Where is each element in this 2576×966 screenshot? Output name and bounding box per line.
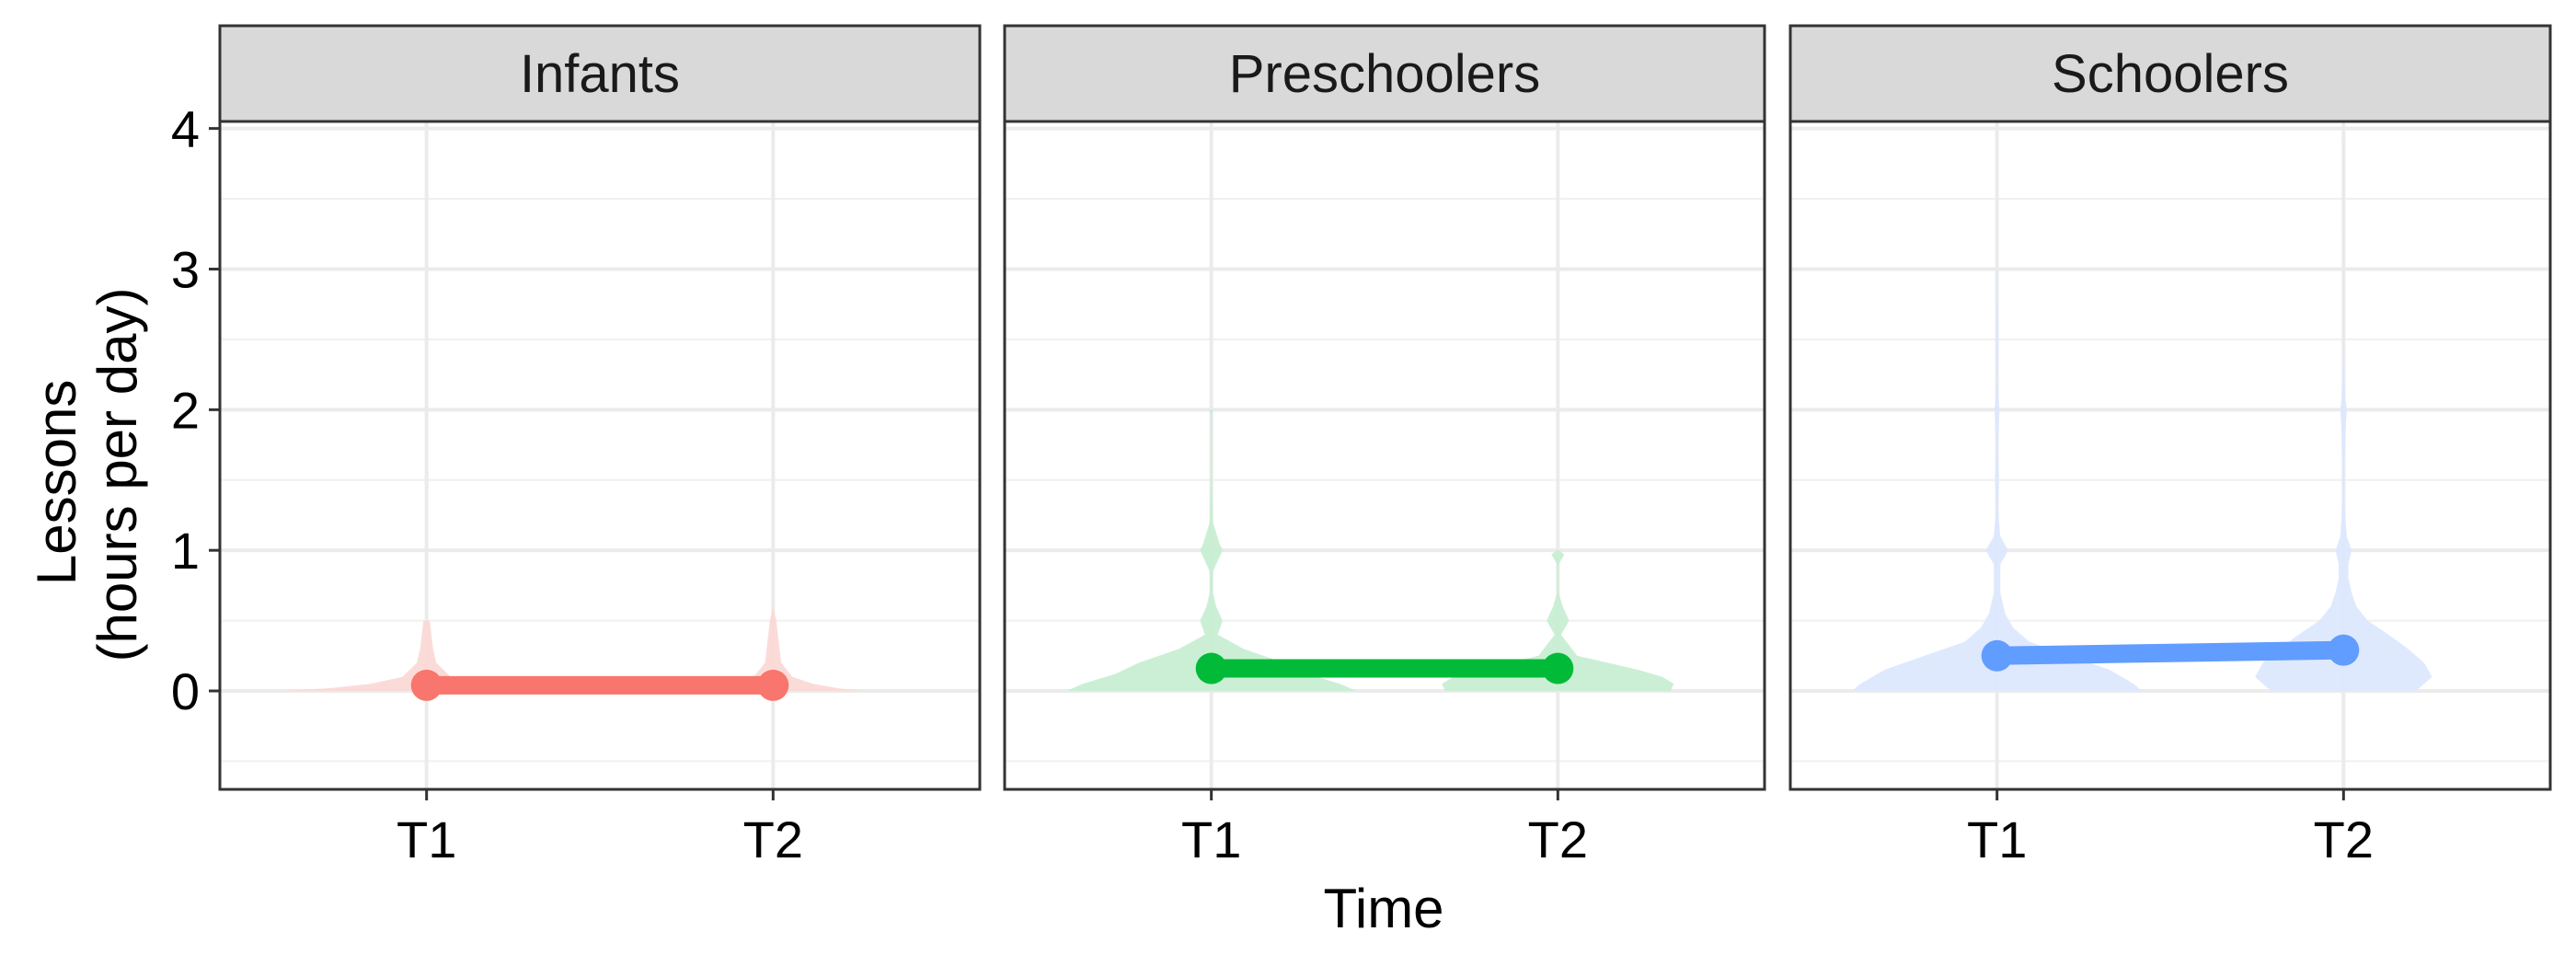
y-axis-title: Lessons (hours per day) xyxy=(26,288,148,662)
mean-point-t1 xyxy=(410,669,443,701)
panel-schoolers: Schoolers T1 T2 xyxy=(1788,24,2552,868)
y-tick-label: 4 xyxy=(171,100,200,158)
y-tick-label: 3 xyxy=(171,240,200,298)
violin-t1 xyxy=(1852,269,2143,691)
x-tick-label: T2 xyxy=(2314,811,2374,868)
y-axis: 0 1 2 3 4 xyxy=(171,100,220,720)
violin-t1 xyxy=(282,620,572,691)
violin-t1 xyxy=(1066,409,1357,691)
y-tick-label: 1 xyxy=(171,522,200,580)
panel-preschoolers: Preschoolers T1 T2 xyxy=(1003,24,1766,868)
mean-point-t1 xyxy=(1981,639,2013,672)
facet-strip-label: Schoolers xyxy=(2052,44,2289,104)
x-tick-label: T1 xyxy=(397,811,456,868)
y-tick-label: 0 xyxy=(171,662,200,720)
mean-point-t1 xyxy=(1195,652,1227,684)
mean-point-t2 xyxy=(757,669,789,701)
y-tick-label: 2 xyxy=(171,381,200,439)
mean-point-t2 xyxy=(1542,652,1574,684)
x-tick-label: T1 xyxy=(1181,811,1241,868)
y-axis-title-line-2: (hours per day) xyxy=(86,288,148,662)
violin-t2 xyxy=(684,606,862,691)
panels-layer: Infants T1 T2 Preschoolers T1 T2 Schoolers T1 T2 xyxy=(218,24,2552,868)
violin-t2 xyxy=(2255,142,2432,691)
x-tick-label: T1 xyxy=(1967,811,2027,868)
facet-strip xyxy=(218,24,982,123)
mean-line xyxy=(1996,640,2344,665)
y-axis-title-line-1: Lessons xyxy=(26,380,87,585)
x-axis-title: Time xyxy=(1323,878,1443,939)
mean-point-t2 xyxy=(2328,634,2360,666)
x-tick-label: T2 xyxy=(743,811,803,868)
facet-strip-label: Preschoolers xyxy=(1229,44,1540,104)
panel-infants: Infants T1 T2 xyxy=(218,24,982,868)
facet-strip xyxy=(1003,24,1766,123)
facet-strip xyxy=(1788,24,2552,123)
facet-strip-label: Infants xyxy=(520,44,680,104)
violin-t2 xyxy=(1442,550,1674,691)
x-tick-label: T2 xyxy=(1528,811,1588,868)
